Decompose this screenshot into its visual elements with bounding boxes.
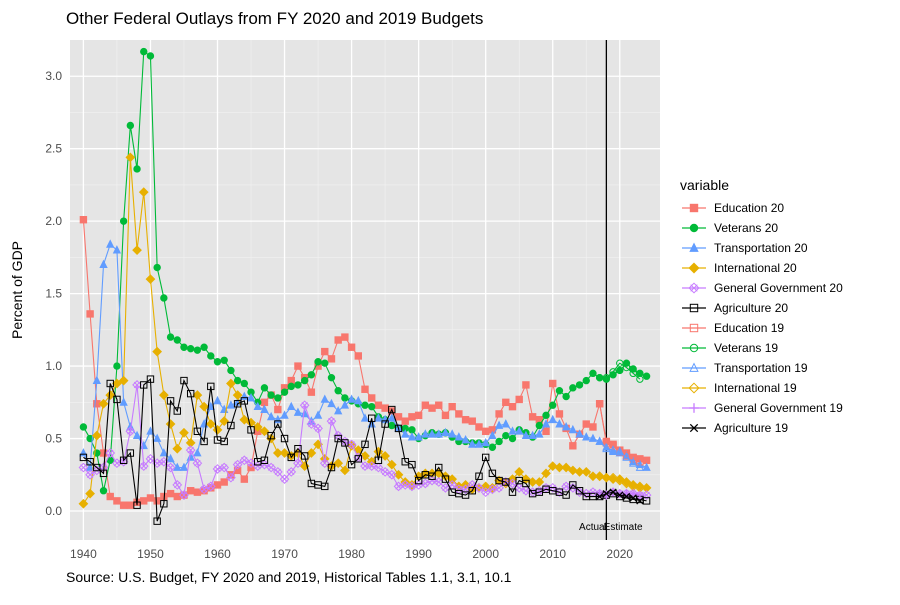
legend-item: International 20	[682, 261, 797, 275]
y-tick-label: 1.5	[45, 287, 62, 301]
y-tick-label: 3.0	[45, 69, 62, 83]
y-tick-label: 0.5	[45, 432, 62, 446]
legend-title: variable	[680, 177, 729, 193]
legend-label: Transportation 20	[714, 241, 808, 255]
chart-title: Other Federal Outlays from FY 2020 and 2…	[66, 9, 483, 28]
legend-item: Veterans 19	[682, 341, 778, 355]
outlays-chart: 1940 1950 1960 1970 1980 1990 2000 2010 2020 0.0 0…	[0, 0, 900, 600]
legend-label: International 19	[714, 381, 797, 395]
x-tick-label: 1940	[70, 547, 97, 561]
x-tick-label: 1970	[271, 547, 298, 561]
x-tick-label: 2010	[539, 547, 566, 561]
legend-label: Agriculture 20	[714, 301, 788, 315]
legend-item: General Government 19	[682, 401, 843, 415]
chart-caption: Source: U.S. Budget, FY 2020 and 2019, H…	[66, 569, 512, 585]
actual-label: Actual	[579, 522, 607, 533]
legend-item: Transportation 20	[682, 241, 808, 255]
legend-item: Transportation 19	[682, 361, 808, 375]
x-tick-label: 1990	[405, 547, 432, 561]
legend-item: Agriculture 20	[682, 301, 788, 315]
legend-label: Veterans 20	[714, 221, 778, 235]
legend-label: Veterans 19	[714, 341, 778, 355]
legend-item: International 19	[682, 381, 797, 395]
legend-label: General Government 19	[714, 401, 843, 415]
legend-item: Agriculture 19	[682, 421, 788, 435]
legend: variable Education 20 Veterans 20 Transport…	[680, 177, 843, 435]
x-tick-label: 1960	[204, 547, 231, 561]
legend-label: Education 20	[714, 201, 784, 215]
legend-label: International 20	[714, 261, 797, 275]
legend-item: Education 20	[682, 201, 784, 215]
legend-item: General Government 20	[682, 281, 843, 295]
y-tick-label: 0.0	[45, 504, 62, 518]
legend-label: Agriculture 19	[714, 421, 788, 435]
estimate-label: Estimate	[604, 522, 643, 533]
legend-item: Veterans 20	[682, 221, 778, 235]
x-tick-label: 1980	[338, 547, 365, 561]
y-tick-label: 2.5	[45, 142, 62, 156]
x-tick-label: 2020	[606, 547, 633, 561]
legend-item: Education 19	[682, 321, 784, 335]
y-axis-title: Percent of GDP	[9, 241, 25, 339]
y-tick-label: 1.0	[45, 359, 62, 373]
x-tick-label: 1950	[137, 547, 164, 561]
x-tick-label: 2000	[472, 547, 499, 561]
legend-label: Transportation 19	[714, 361, 808, 375]
legend-label: General Government 20	[714, 281, 843, 295]
legend-label: Education 19	[714, 321, 784, 335]
y-tick-label: 2.0	[45, 214, 62, 228]
